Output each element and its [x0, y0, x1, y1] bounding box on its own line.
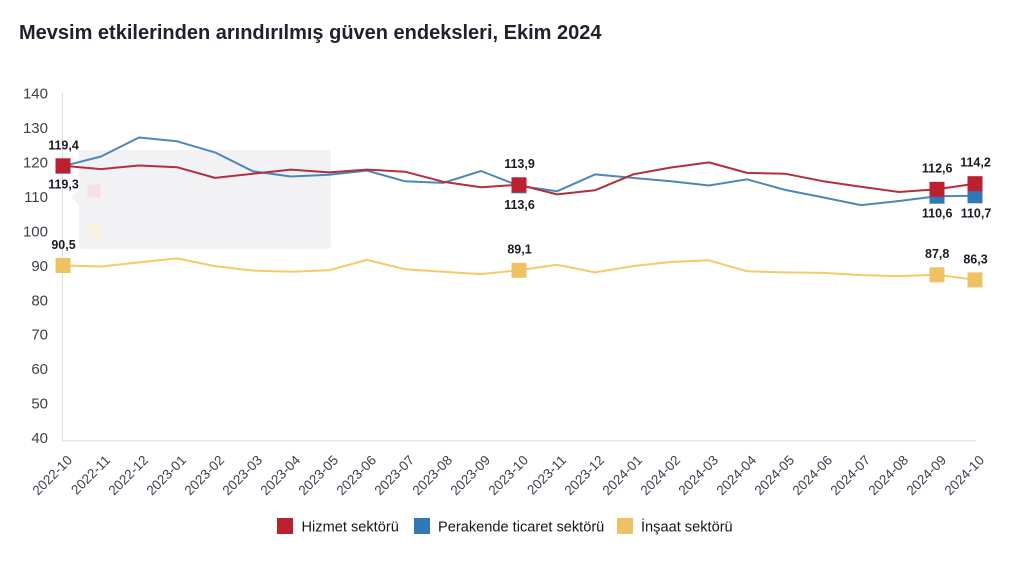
- svg-text:87,8: 87,8: [925, 247, 949, 261]
- svg-text:60: 60: [31, 361, 48, 378]
- svg-text:113,9: 113,9: [504, 157, 535, 171]
- svg-text:110: 110: [24, 189, 48, 206]
- svg-text:70: 70: [31, 327, 48, 344]
- svg-text:40: 40: [31, 430, 48, 447]
- svg-text:119,4: 119,4: [48, 138, 79, 152]
- svg-text:119,3: 119,3: [48, 178, 79, 192]
- svg-text:112,6: 112,6: [922, 161, 953, 175]
- svg-text:90: 90: [31, 258, 48, 275]
- svg-text:140: 140: [23, 85, 48, 102]
- svg-text:Hizmet sektörü: Hizmet sektörü: [302, 520, 399, 536]
- svg-text:110,6: 110,6: [922, 206, 953, 220]
- svg-text:130: 130: [23, 120, 48, 137]
- svg-text:86,3: 86,3: [963, 253, 987, 267]
- svg-text:120: 120: [23, 154, 48, 171]
- svg-text:90,5: 90,5: [51, 238, 75, 252]
- svg-text:100: 100: [23, 223, 48, 240]
- svg-text:110,7: 110,7: [961, 206, 992, 220]
- svg-text:114,2: 114,2: [960, 155, 991, 169]
- svg-text:Mevsim etkilerinden arındırılm: Mevsim etkilerinden arındırılmış güven e…: [19, 22, 602, 44]
- svg-text:89,1: 89,1: [507, 242, 531, 256]
- svg-text:80: 80: [31, 292, 48, 309]
- svg-text:50: 50: [31, 396, 48, 413]
- svg-text:113,6: 113,6: [504, 198, 535, 212]
- svg-text:Perakende ticaret sektörü: Perakende ticaret sektörü: [438, 520, 604, 536]
- svg-text:İnşaat sektörü: İnşaat sektörü: [641, 518, 733, 536]
